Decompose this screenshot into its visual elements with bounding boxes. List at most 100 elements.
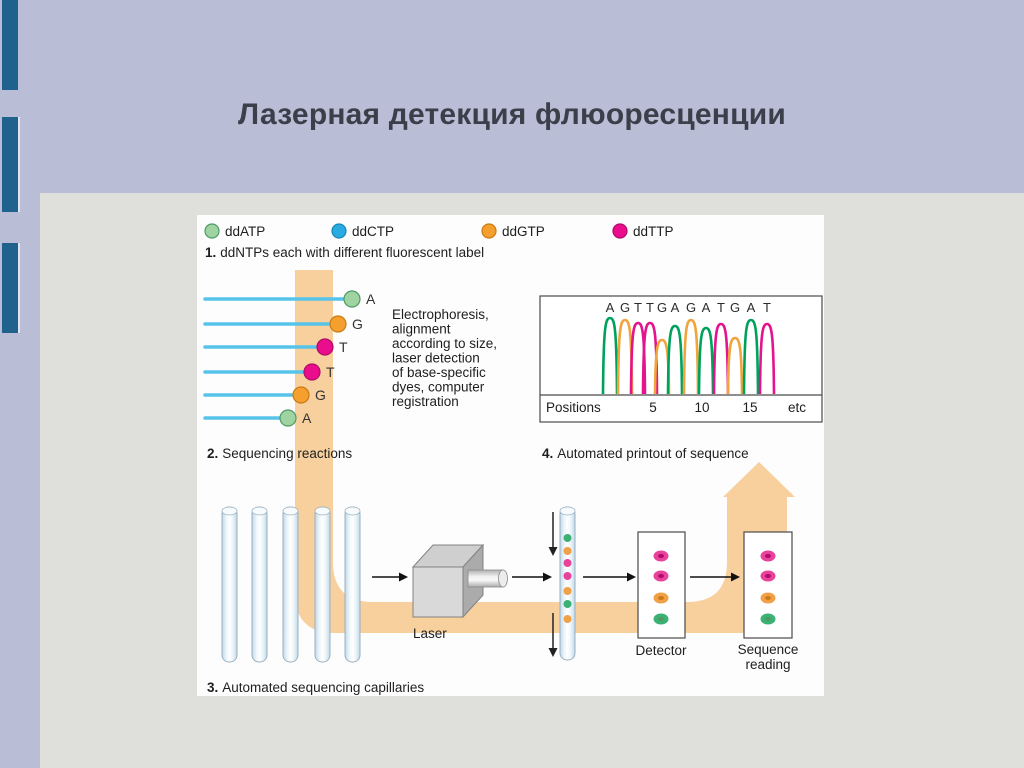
detection-dye-dot [563, 547, 572, 555]
arrow-to-laser-head [399, 572, 408, 582]
process-note-line: laser detection [392, 351, 480, 366]
sequence-letter: T [646, 300, 654, 315]
laser-label: Laser [413, 626, 447, 641]
process-note-line: dyes, computer [392, 380, 485, 395]
step4-label-number: 4. [542, 446, 553, 461]
capillary-tube-5 [344, 506, 361, 663]
legend-label-ddATP: ddATP [225, 224, 265, 239]
detection-dye-dot [563, 534, 572, 542]
position-tick-10: 10 [694, 400, 709, 415]
step3-label-text: Automated sequencing capillaries [222, 680, 424, 695]
process-note-line: of base-specific [392, 365, 486, 380]
sequence-reading-label: reading [745, 657, 790, 672]
detector-box-dot-core [658, 596, 664, 600]
legend-dot-ddATP [204, 223, 220, 239]
process-note-line: according to size, [392, 336, 497, 351]
sequence-letter: A [702, 300, 711, 315]
chromatogram-peak [726, 336, 744, 395]
sequence-reading-label: Sequence [738, 642, 799, 657]
step2-label-number: 2. [207, 446, 218, 461]
capillary-tube-2-cap [251, 506, 268, 516]
sequence-reading-box-dot-core [765, 617, 771, 621]
header-band [0, 0, 1024, 193]
capillary-tube-5-cap [344, 506, 361, 516]
sequence-letter: G [686, 300, 696, 315]
strand-dye-dot [329, 315, 347, 333]
diagram-panel: ddATP ddCTP ddGTP ddTTP 1. ddNTPs each with d… [197, 215, 824, 696]
chromatogram-peak [601, 316, 619, 395]
accent-bar-3 [2, 243, 18, 333]
detection-capillary [559, 506, 576, 661]
sequence-letter: G [657, 300, 667, 315]
positions-axis-label: Positions [546, 400, 601, 415]
sequence-reading-box-dot-core [765, 574, 771, 578]
step2-label-text: Sequencing reactions [222, 446, 352, 461]
strand-base-label: T [339, 339, 348, 355]
detection-dye-dot [563, 600, 572, 608]
sequence-letter: A [747, 300, 756, 315]
legend-dot-ddCTP [331, 223, 347, 239]
laser-front-face [412, 566, 464, 618]
sequence-letter: G [730, 300, 740, 315]
detector-label: Detector [635, 643, 687, 658]
sequence-letter: T [717, 300, 725, 315]
step3-label-number: 3. [207, 680, 218, 695]
strand-base-label: A [366, 291, 376, 307]
legend-dot-ddTTP [612, 223, 628, 239]
step1-label: 1. ddNTPs each with different fluorescent… [205, 245, 484, 260]
step4-label-text: Automated printout of sequence [557, 446, 748, 461]
strand-dye-dot [316, 338, 334, 356]
step1-label-text: ddNTPs each with different fluorescent l… [220, 245, 484, 260]
laser-nozzle [467, 569, 504, 588]
strand-base-label: T [326, 364, 335, 380]
legend-label-ddTTP: ddTTP [633, 224, 674, 239]
chromatogram-peak [742, 318, 760, 395]
strand-dye-dot [279, 409, 297, 427]
arrow-capillary-to-detector-head [627, 572, 636, 582]
position-tick-5: 5 [649, 400, 657, 415]
strand-base-label: G [315, 387, 326, 403]
sequence-reading-box-dot-core [765, 554, 771, 558]
strand-base-label: A [302, 410, 312, 426]
step3-label: 3. Automated sequencing capillaries [207, 680, 424, 695]
legend-dot-ddGTP [481, 223, 497, 239]
strand-base-label: G [352, 316, 363, 332]
laser-nozzle-tip [498, 569, 508, 588]
process-note: Electrophoresis, alignment according to si… [392, 307, 497, 409]
position-tick-etc: etc [788, 400, 806, 415]
sequence-letter: T [634, 300, 642, 315]
detection-capillary-cap [559, 506, 576, 516]
sequencing-diagram: ddATP ddCTP ddGTP ddTTP 1. ddNTPs each with d… [203, 223, 823, 695]
flow-down-arrow-top-head [548, 547, 558, 556]
sequence-reading-box-dot-core [765, 596, 771, 600]
legend-label-ddGTP: ddGTP [502, 224, 545, 239]
step4-label: 4. Automated printout of sequence [542, 446, 749, 461]
capillary-tube-2 [251, 506, 268, 663]
detector-box-dot-core [658, 554, 664, 558]
accent-bar-2 [2, 117, 18, 212]
slide-title: Лазерная детекция флюоресценции [237, 98, 787, 131]
strand-dye-dot [343, 290, 361, 308]
detection-dye-dot [563, 587, 572, 595]
flow-down-arrow-bottom-head [548, 648, 558, 657]
capillary-tube-1 [221, 506, 238, 663]
process-note-line: Electrophoresis, [392, 307, 489, 322]
capillary-tube-3-cap [282, 506, 299, 516]
strand-dye-dot [292, 386, 310, 404]
chromatogram-peak [712, 322, 730, 395]
strand-dye-dot [303, 363, 321, 381]
position-tick-15: 15 [742, 400, 757, 415]
detection-dye-dot [563, 572, 572, 580]
detection-dye-dot [563, 559, 572, 567]
sequence-letter: A [606, 300, 615, 315]
sequence-letter: G [620, 300, 630, 315]
step2-label: 2. Sequencing reactions [207, 446, 352, 461]
capillary-tube-1-cap [221, 506, 238, 516]
arrow-laser-to-capillary-head [543, 572, 552, 582]
process-note-line: alignment [392, 322, 451, 337]
capillary-tube-4-cap [314, 506, 331, 516]
chromatogram-peak [666, 324, 684, 395]
step1-label-number: 1. [205, 245, 216, 260]
detector-box-dot-core [658, 574, 664, 578]
